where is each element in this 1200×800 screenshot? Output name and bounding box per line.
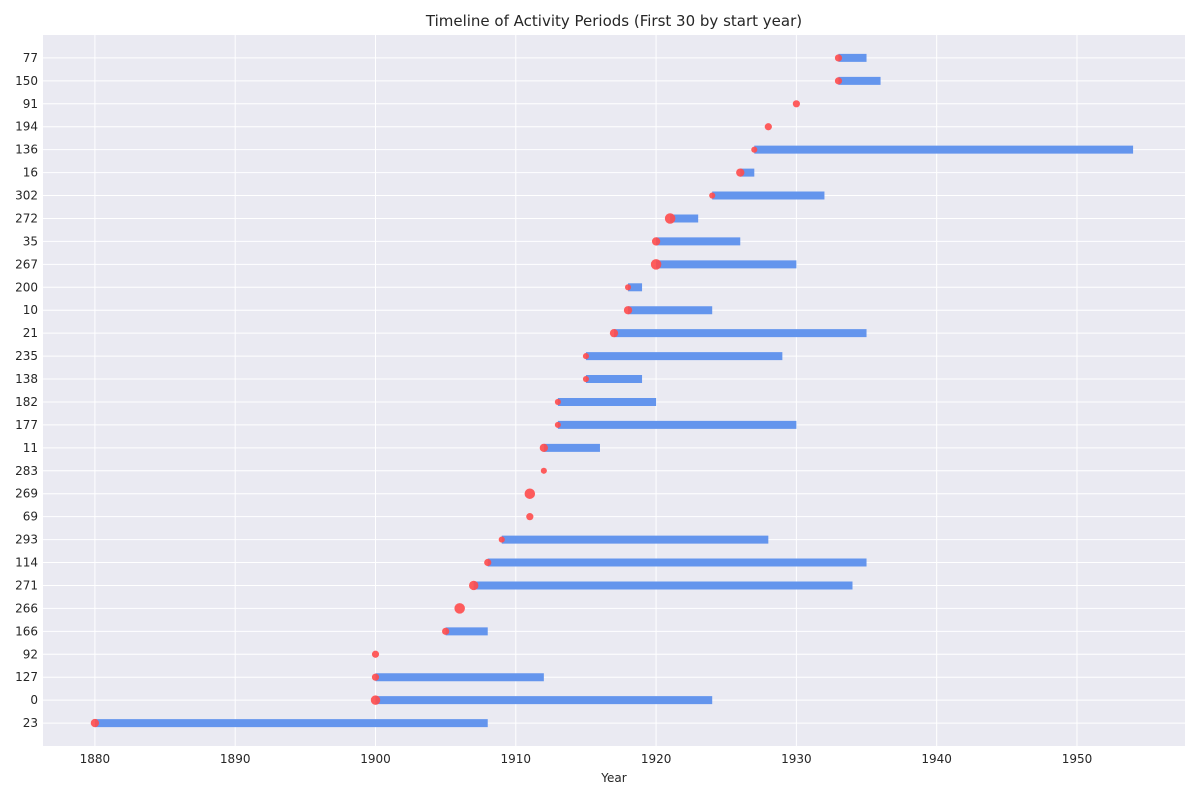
- start-marker: [792, 100, 800, 108]
- start-marker: [651, 237, 661, 246]
- x-tick-label: 1920: [641, 752, 672, 766]
- y-tick-label: 91: [23, 97, 38, 111]
- y-tick-label: 136: [15, 143, 38, 157]
- start-marker: [834, 77, 843, 85]
- y-tick-label: 21: [23, 326, 38, 340]
- y-tick-label: 283: [15, 464, 38, 478]
- y-tick-labels: 23 0 127 92 166 266 271 114 293 69 269 283 11 177 182 1…: [15, 51, 38, 730]
- y-tick-label: 35: [23, 234, 38, 248]
- start-marker: [582, 375, 589, 383]
- y-tick-label: 235: [15, 349, 38, 363]
- y-tick-label: 92: [23, 647, 38, 661]
- start-marker: [650, 259, 662, 270]
- plot-area: [43, 35, 1185, 746]
- start-marker: [371, 650, 380, 658]
- start-marker: [539, 443, 549, 452]
- start-marker: [454, 603, 465, 614]
- start-marker: [469, 580, 479, 591]
- start-marker: [736, 168, 745, 177]
- start-marker: [554, 421, 561, 428]
- y-tick-label: 266: [15, 601, 38, 615]
- y-tick-label: 23: [23, 716, 38, 730]
- start-marker: [834, 54, 843, 62]
- start-marker: [751, 146, 758, 153]
- y-tick-label: 272: [15, 211, 38, 225]
- start-marker: [609, 329, 619, 338]
- x-tick-label: 1930: [781, 752, 812, 766]
- y-tick-label: 114: [15, 556, 38, 570]
- start-marker: [484, 558, 492, 567]
- y-tick-label: 269: [15, 487, 38, 501]
- start-marker: [764, 123, 772, 131]
- x-tick-label: 1900: [360, 752, 391, 766]
- y-tick-label: 150: [15, 74, 38, 88]
- x-tick-labels: 1880 1890 1900 1910 1920 1930 1940 1950: [80, 752, 1093, 766]
- x-tick-label: 1940: [921, 752, 952, 766]
- start-marker: [526, 513, 534, 521]
- dots-layer: [90, 54, 843, 728]
- start-marker: [623, 306, 633, 315]
- start-marker: [709, 192, 716, 199]
- y-tick-label: 267: [15, 257, 38, 271]
- y-tick-label: 182: [15, 395, 38, 409]
- y-tick-label: 271: [15, 578, 38, 592]
- y-tick-label: 194: [15, 120, 38, 134]
- chart-title: Timeline of Activity Periods (First 30 b…: [425, 12, 802, 30]
- x-tick-label: 1910: [501, 752, 532, 766]
- y-tick-label: 302: [15, 189, 38, 203]
- y-tick-label: 177: [15, 418, 38, 432]
- start-marker: [498, 536, 505, 543]
- y-tick-label: 293: [15, 533, 38, 547]
- start-marker: [582, 353, 589, 360]
- y-tick-label: 127: [15, 670, 38, 684]
- x-tick-label: 1890: [220, 752, 251, 766]
- start-marker: [664, 213, 676, 224]
- y-tick-label: 0: [30, 693, 38, 707]
- start-marker: [371, 673, 380, 681]
- start-marker: [90, 718, 100, 728]
- x-tick-label: 1880: [80, 752, 111, 766]
- start-marker: [554, 398, 561, 406]
- x-axis-label: Year: [600, 771, 626, 785]
- start-marker: [540, 467, 547, 474]
- y-tick-label: 166: [15, 624, 38, 638]
- y-tick-label: 10: [23, 303, 38, 317]
- start-marker: [442, 627, 450, 635]
- start-marker: [524, 488, 536, 499]
- y-tick-label: 16: [23, 166, 38, 180]
- y-tick-label: 77: [23, 51, 38, 65]
- start-marker: [624, 284, 632, 291]
- y-tick-label: 200: [15, 280, 38, 294]
- y-tick-label: 138: [15, 372, 38, 386]
- bars-layer: [94, 53, 1134, 728]
- x-tick-label: 1950: [1062, 752, 1093, 766]
- start-marker: [370, 695, 381, 705]
- y-tick-label: 69: [23, 510, 38, 524]
- y-tick-label: 11: [23, 441, 38, 455]
